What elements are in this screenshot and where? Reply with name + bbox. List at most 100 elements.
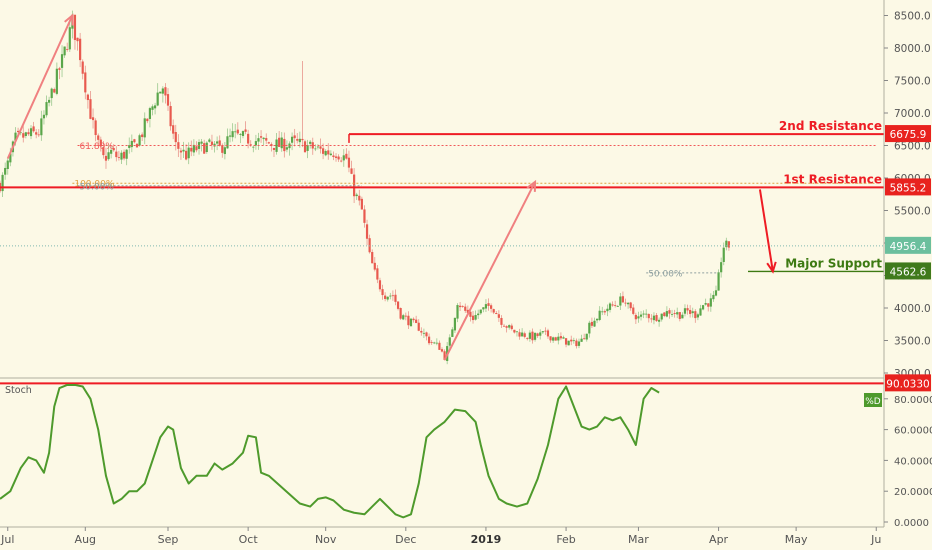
candle-body <box>164 87 167 96</box>
candle-body <box>342 155 345 161</box>
stoch-legend-badge <box>864 393 882 407</box>
candle-body <box>9 153 12 163</box>
candle-body <box>642 313 645 315</box>
candle-body <box>396 301 400 309</box>
candle-body <box>55 68 58 94</box>
candle-body <box>727 241 731 248</box>
candle-body <box>544 330 547 332</box>
candle-body <box>321 148 325 154</box>
candle-body <box>89 99 92 119</box>
candle-body <box>526 337 529 339</box>
candle-body <box>40 118 43 136</box>
price-tick-label: 7500.0 <box>894 76 931 88</box>
candle-body <box>549 336 552 341</box>
candle-body <box>192 144 195 153</box>
candle-body <box>112 148 115 151</box>
candle-body <box>515 331 519 333</box>
trend-arrow-head <box>526 179 537 192</box>
candle-body <box>265 138 268 141</box>
candle-body <box>652 315 656 321</box>
stoch-tick-label: 80.0000 <box>894 395 932 406</box>
candle-body <box>471 315 475 321</box>
candle-body <box>595 318 599 321</box>
candle-body <box>435 342 438 344</box>
candle-body <box>94 120 97 136</box>
candle-body <box>632 307 635 314</box>
candle-body <box>60 54 64 68</box>
candle-body <box>14 132 17 141</box>
candle-body <box>624 302 627 304</box>
trend-arrow <box>6 15 74 159</box>
candle-body <box>221 145 224 153</box>
time-tick-label: Aug <box>75 533 96 546</box>
candle-body <box>35 132 38 135</box>
candle-body <box>381 289 384 296</box>
candle-body <box>433 342 436 344</box>
candle-body <box>316 146 320 148</box>
candle-body <box>285 147 289 150</box>
candle-body <box>324 150 327 156</box>
candle-body <box>531 331 534 341</box>
candle-body <box>570 339 573 342</box>
candle-body <box>593 320 596 327</box>
candle-body <box>590 321 594 326</box>
candle-body <box>694 311 697 319</box>
candle-body <box>508 325 511 328</box>
candle-body <box>332 155 335 158</box>
candle-body <box>469 311 472 317</box>
candle-body <box>174 132 177 143</box>
candle-body <box>567 340 570 346</box>
candle-body <box>66 49 69 50</box>
time-tick-label: Feb <box>556 533 575 546</box>
candle-body <box>523 333 526 337</box>
level-badge <box>885 125 931 143</box>
candle-body <box>236 129 239 134</box>
candle-body <box>701 305 705 310</box>
stoch-panel: Stoch %D <box>0 382 884 519</box>
candle-body <box>479 309 482 314</box>
candle-body <box>241 131 245 136</box>
candle-body <box>415 319 418 324</box>
candle-body <box>412 318 415 321</box>
candle-body <box>340 160 343 162</box>
candle-body <box>122 151 126 159</box>
candle-body <box>557 336 560 341</box>
candle-body <box>345 153 348 159</box>
price-overlay: 2nd Resistance 1st Resistance Major Suppor… <box>0 13 884 361</box>
time-tick-label: Oct <box>239 533 259 546</box>
candle-body <box>216 141 219 144</box>
candle-body <box>376 268 379 280</box>
candle-body <box>606 308 609 312</box>
candle-body <box>451 329 454 337</box>
candle-body <box>182 149 185 152</box>
candle-body <box>639 314 643 317</box>
candle-body <box>290 136 294 143</box>
candle-body <box>658 319 661 322</box>
candle-body <box>161 88 164 94</box>
candle-body <box>391 295 394 297</box>
stoch-tick-label: 40.0000 <box>894 456 932 467</box>
candle-body <box>681 314 684 319</box>
candle-body <box>280 137 283 149</box>
candle-body <box>148 108 152 119</box>
time-tick-label: 2019 <box>471 533 502 546</box>
candle-body <box>443 351 446 360</box>
candle-body <box>63 46 66 56</box>
candle-body <box>135 143 139 148</box>
candle-body <box>704 303 707 305</box>
candle-body <box>298 138 301 143</box>
candle-body <box>337 156 340 160</box>
candle-body <box>172 125 175 134</box>
level-badge <box>885 178 931 196</box>
candle-body <box>505 326 508 328</box>
candle-body <box>500 317 503 325</box>
candle-body <box>559 336 563 339</box>
candle-body <box>350 168 353 174</box>
candle-body <box>32 126 35 132</box>
candle-body <box>709 298 712 307</box>
candle-body <box>461 306 464 307</box>
candle-body <box>42 114 46 119</box>
candle-body <box>99 139 102 147</box>
